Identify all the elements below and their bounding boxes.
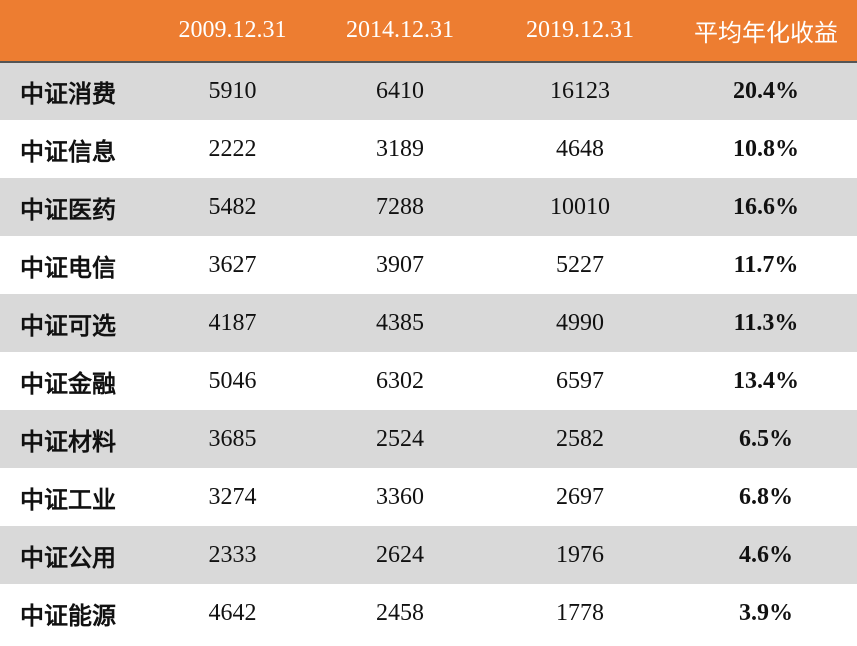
table-cell: 11.7% bbox=[733, 251, 799, 278]
table-row: 中证可选 4187 4385 4990 11.3% bbox=[0, 294, 857, 352]
table-row: 中证工业 3274 3360 2697 6.8% bbox=[0, 468, 857, 526]
table-row: 中证能源 4642 2458 1778 3.9% bbox=[0, 584, 857, 642]
table-cell: 2697 bbox=[556, 483, 604, 510]
table-cell: 6597 bbox=[556, 367, 604, 394]
table-body: 中证消费 5910 6410 16123 20.4% 中证信息 2222 3189 4648 10… bbox=[0, 62, 857, 642]
table-cell: 5482 bbox=[208, 193, 257, 220]
table-cell: 20.4% bbox=[733, 78, 799, 104]
table-header: 2009.12.31 2014.12.31 2019.12.31 平均年化收益 bbox=[0, 0, 857, 63]
table-cell: 13.4% bbox=[733, 367, 799, 394]
table-cell: 6302 bbox=[376, 367, 424, 394]
table-cell: 1778 bbox=[556, 599, 604, 626]
table-cell: 6410 bbox=[376, 78, 424, 104]
table-cell: 4.6% bbox=[739, 541, 793, 568]
index-name: 中证信息 bbox=[20, 137, 116, 166]
table-cell: 7288 bbox=[376, 193, 424, 220]
header-cell: 2019.12.31 bbox=[485, 0, 675, 63]
table-row: 中证金融 5046 6302 6597 13.4% bbox=[0, 352, 857, 410]
table-cell: 6.5% bbox=[739, 425, 793, 452]
table-row: 中证消费 5910 6410 16123 20.4% bbox=[0, 62, 857, 120]
header-row: 2009.12.31 2014.12.31 2019.12.31 平均年化收益 bbox=[0, 0, 857, 63]
table-cell: 1976 bbox=[556, 541, 604, 568]
index-name: 中证工业 bbox=[20, 485, 116, 514]
table-cell: 3274 bbox=[208, 483, 257, 510]
table-cell: 10010 bbox=[550, 193, 610, 220]
table-cell: 5910 bbox=[208, 78, 257, 104]
table-cell: 11.3% bbox=[733, 309, 799, 336]
header-cell: 2009.12.31 bbox=[150, 0, 315, 63]
header-corner bbox=[0, 0, 150, 63]
table-cell: 10.8% bbox=[733, 135, 799, 162]
table-cell: 2524 bbox=[376, 425, 424, 452]
table-cell: 4642 bbox=[208, 599, 257, 626]
table-cell: 3907 bbox=[376, 251, 424, 278]
table-cell: 3360 bbox=[376, 483, 424, 510]
table-cell: 2582 bbox=[556, 425, 604, 452]
header-cell: 平均年化收益 bbox=[675, 0, 857, 63]
table-row: 中证医药 5482 7288 10010 16.6% bbox=[0, 178, 857, 236]
index-name: 中证金融 bbox=[20, 369, 116, 398]
index-name: 中证能源 bbox=[20, 601, 116, 630]
table-cell: 4385 bbox=[376, 309, 424, 336]
table-cell: 2624 bbox=[376, 541, 424, 568]
table-cell: 3189 bbox=[376, 135, 424, 162]
table-cell: 5227 bbox=[556, 251, 604, 278]
table-cell: 3.9% bbox=[739, 599, 793, 626]
table-cell: 4187 bbox=[208, 309, 257, 336]
index-name: 中证公用 bbox=[20, 543, 116, 572]
index-name: 中证消费 bbox=[20, 80, 116, 108]
table-cell: 2458 bbox=[376, 599, 424, 626]
index-name: 中证医药 bbox=[20, 195, 116, 224]
table-cell: 4648 bbox=[556, 135, 604, 162]
table-row: 中证公用 2333 2624 1976 4.6% bbox=[0, 526, 857, 584]
table-row: 中证信息 2222 3189 4648 10.8% bbox=[0, 120, 857, 178]
index-name: 中证可选 bbox=[20, 311, 116, 340]
index-name: 中证材料 bbox=[20, 427, 116, 456]
table-cell: 3685 bbox=[208, 425, 257, 452]
table-row: 中证电信 3627 3907 5227 11.7% bbox=[0, 236, 857, 294]
header-cell: 2014.12.31 bbox=[315, 0, 485, 63]
table-cell: 6.8% bbox=[739, 483, 793, 510]
table-cell: 2333 bbox=[208, 541, 257, 568]
table-cell: 2222 bbox=[208, 135, 257, 162]
table-row: 中证材料 3685 2524 2582 6.5% bbox=[0, 410, 857, 468]
table-cell: 16123 bbox=[550, 78, 610, 104]
table-cell: 4990 bbox=[556, 309, 604, 336]
table-cell: 5046 bbox=[208, 367, 257, 394]
table-cell: 3627 bbox=[208, 251, 257, 278]
index-name: 中证电信 bbox=[20, 253, 116, 282]
table-cell: 16.6% bbox=[733, 193, 799, 220]
